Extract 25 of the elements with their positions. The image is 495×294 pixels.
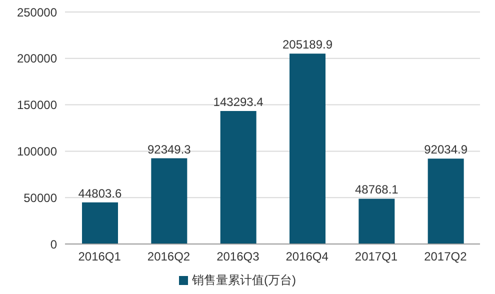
bar	[151, 158, 188, 244]
y-tick-label: 150000	[16, 98, 58, 112]
x-tick-label: 2017Q2	[424, 250, 468, 264]
data-label: 92349.3	[147, 142, 192, 156]
bar	[82, 202, 118, 244]
y-tick-label: 200000	[16, 52, 58, 66]
x-tick-label: 2016Q2	[147, 250, 190, 264]
y-tick-label: 250000	[16, 5, 58, 20]
x-tick-label: 2017Q1	[354, 250, 398, 264]
bar	[428, 158, 464, 244]
data-label: 48768.1	[354, 182, 399, 197]
x-tick-label: 2016Q3	[216, 250, 260, 264]
data-label: 205189.9	[282, 38, 333, 52]
data-label: 92034.9	[424, 142, 468, 157]
y-tick-label: 50000	[24, 190, 58, 205]
x-tick-label: 2016Q1	[78, 250, 122, 264]
y-tick-label: 0	[50, 237, 58, 252]
data-label: 143293.4	[213, 95, 264, 110]
bar	[290, 54, 326, 244]
bar	[220, 111, 256, 244]
data-label: 44803.6	[78, 186, 122, 200]
y-tick-label: 100000	[16, 144, 58, 158]
bar	[358, 198, 395, 244]
legend-label: 销售量累计值(万台)	[192, 273, 296, 287]
x-tick-label: 2016Q4	[286, 250, 329, 264]
